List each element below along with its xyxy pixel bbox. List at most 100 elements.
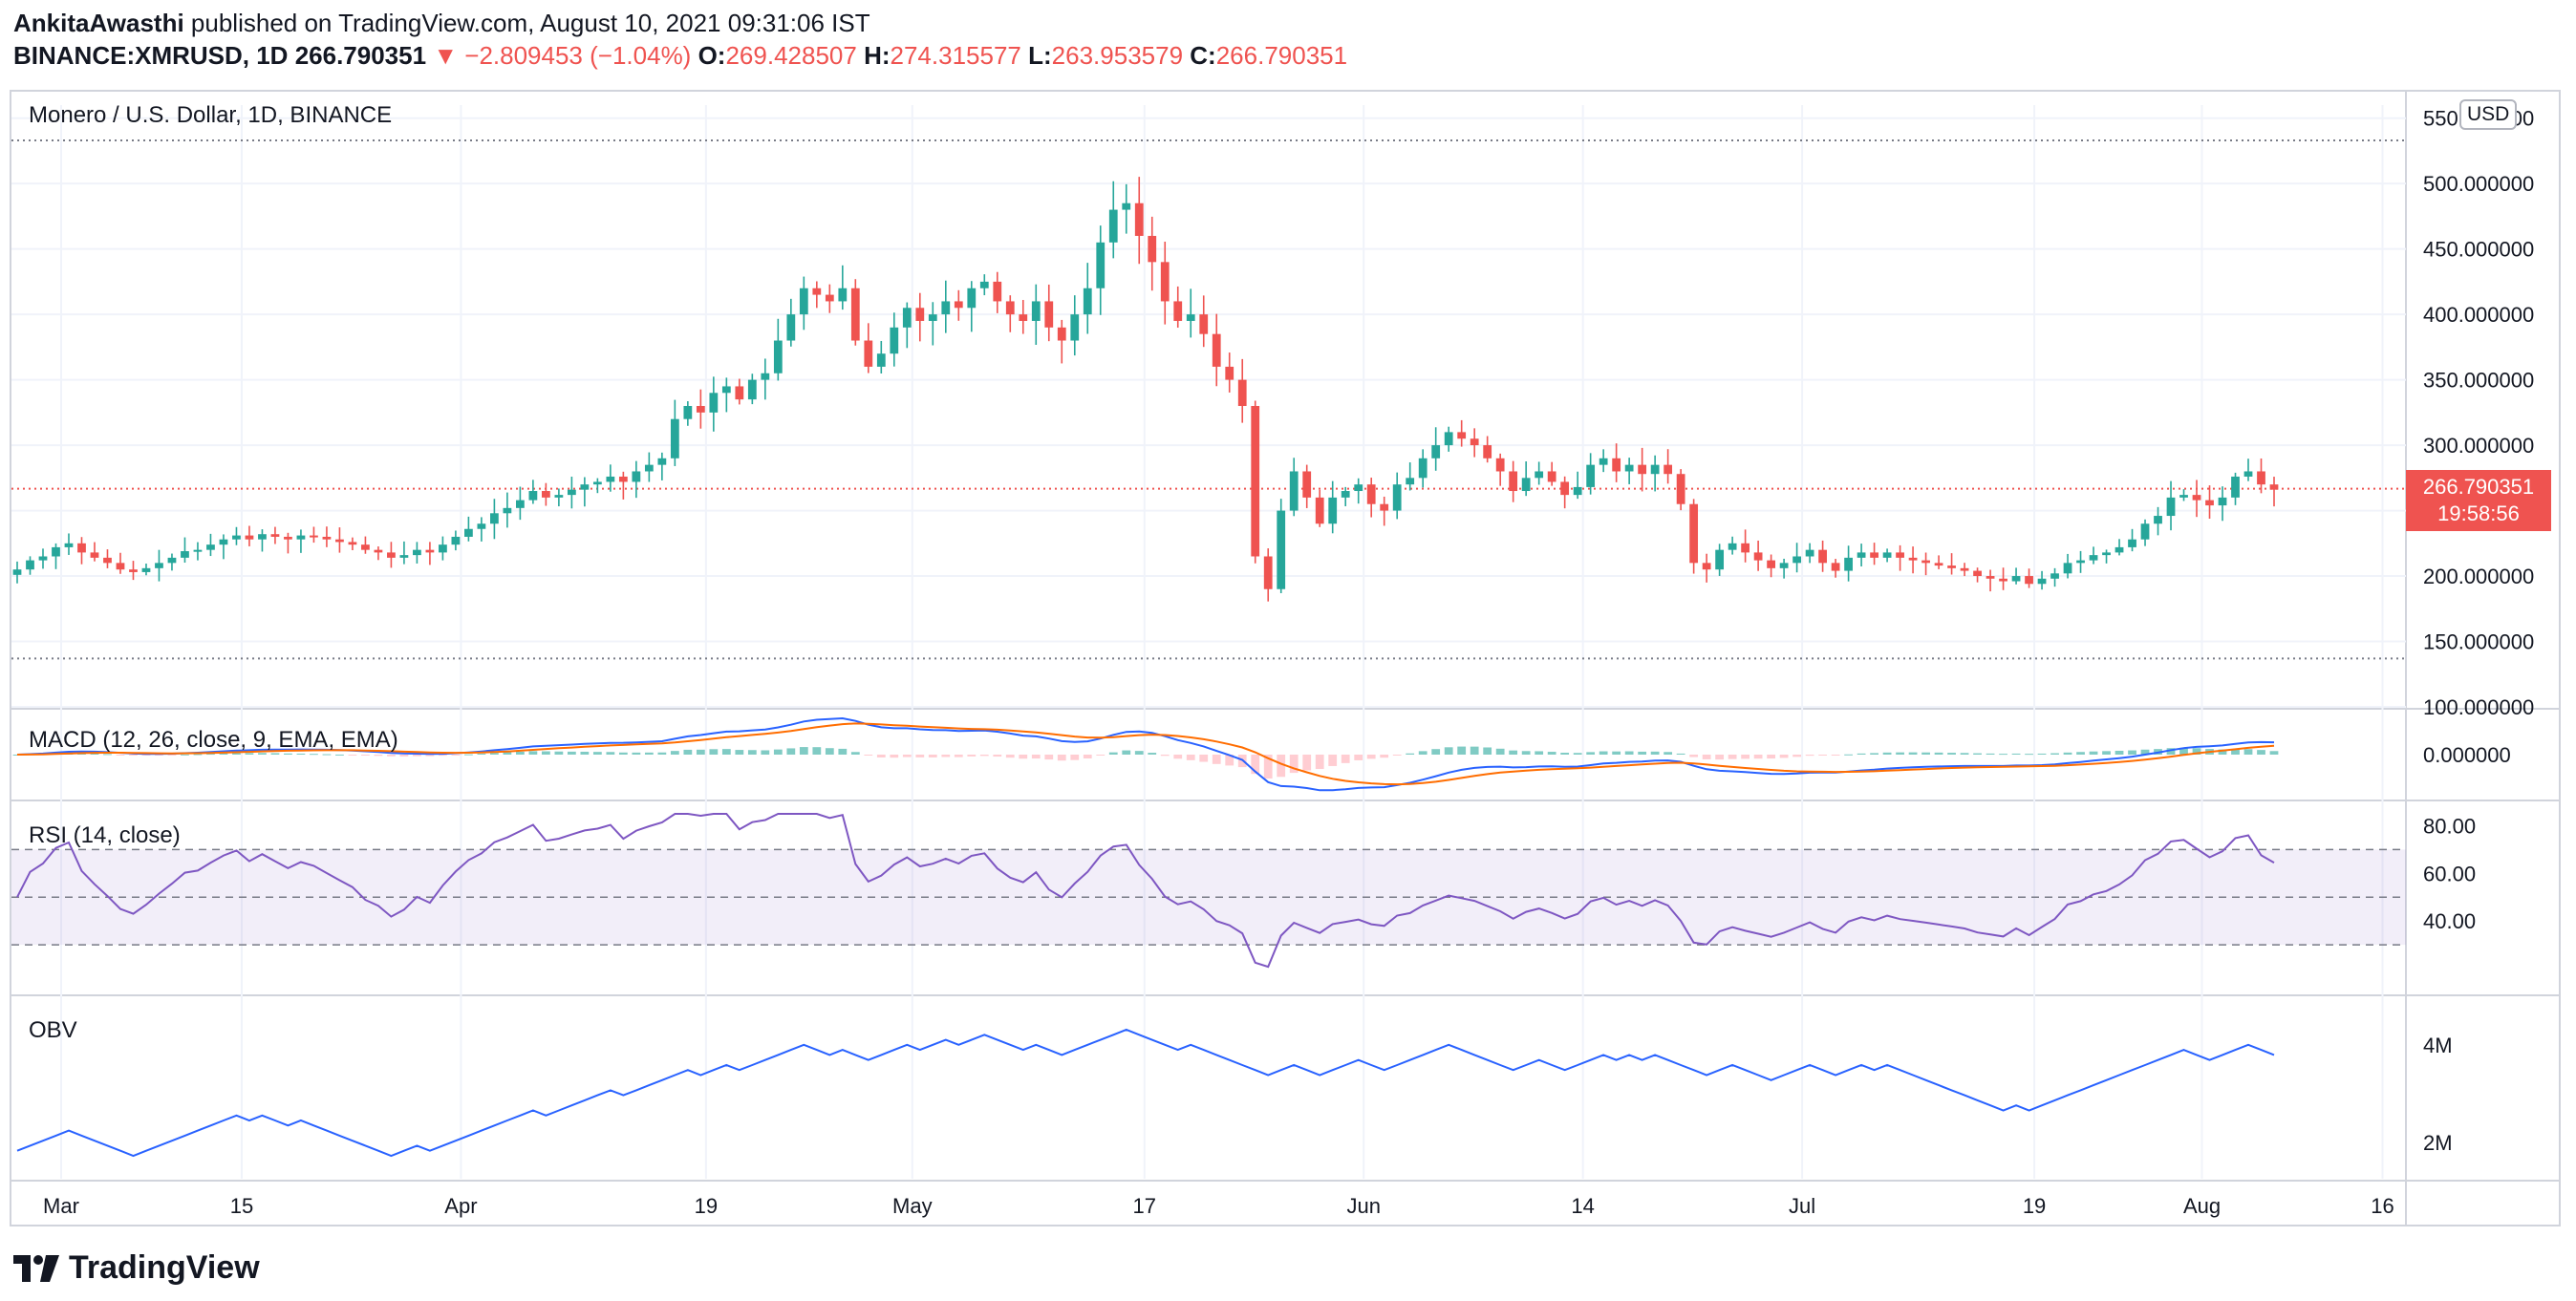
currency-badge[interactable]: USD <box>2459 99 2518 130</box>
open-value: 269.428507 <box>725 41 857 70</box>
candle-body <box>2269 484 2279 490</box>
candle-body <box>1328 497 1338 524</box>
candle-body <box>116 563 125 570</box>
candle-body <box>644 464 654 472</box>
candle-body <box>2140 523 2150 540</box>
candle-body <box>1366 484 1376 504</box>
symbol-label: BINANCE:XMRUSD, 1D <box>13 41 289 70</box>
candle-body <box>270 534 280 537</box>
high-label: H: <box>864 41 891 70</box>
obv-tick-label: 2M <box>2423 1131 2453 1155</box>
time-tick-label: May <box>892 1194 933 1218</box>
candle-body <box>296 535 306 540</box>
macd-histogram-bar <box>1792 755 1801 757</box>
candle-body <box>1689 503 1699 564</box>
macd-histogram-bar <box>2050 753 2059 755</box>
candle-body <box>1044 301 1054 328</box>
macd-histogram-bar <box>503 752 512 755</box>
candle-body <box>90 552 99 558</box>
macd-histogram-bar <box>425 755 435 757</box>
rsi-line <box>16 813 2275 969</box>
candle-body <box>1986 576 1995 579</box>
candle-body <box>632 471 641 482</box>
tradingview-logo[interactable]: TradingView <box>13 1249 260 1287</box>
author-name[interactable]: AnkitaAwasthi <box>13 9 184 37</box>
obv-line <box>16 1028 2275 1158</box>
candle-body <box>1535 471 1544 479</box>
macd-histogram-bar <box>1560 753 1570 755</box>
macd-histogram-bar <box>1676 753 1685 755</box>
macd-histogram-bar <box>618 752 628 755</box>
macd-histogram-bar <box>799 747 808 755</box>
candle-body <box>850 288 860 341</box>
open-label: O: <box>698 41 726 70</box>
obv-tick-label: 4M <box>2423 1034 2453 1057</box>
macd-histogram-bar <box>1431 749 1441 755</box>
macd-histogram-bar <box>1173 755 1183 759</box>
macd-histogram-bar <box>928 755 937 757</box>
obv-legend: OBV <box>29 1017 77 1043</box>
macd-histogram-bar <box>1019 755 1028 759</box>
macd-histogram-bar <box>451 755 461 756</box>
close-value: 266.790351 <box>1215 41 1348 70</box>
candle-body <box>1406 478 1415 485</box>
candle-body <box>155 563 163 568</box>
macd-histogram-bar <box>1057 755 1066 761</box>
candle-body <box>721 386 731 394</box>
macd-histogram-bar <box>709 749 719 755</box>
candle-body <box>1586 464 1596 487</box>
candle-body <box>1624 464 1634 472</box>
macd-histogram-bar <box>838 748 848 755</box>
time-tick-label: 15 <box>230 1194 253 1218</box>
candle-body <box>864 340 873 367</box>
macd-histogram-bar <box>1070 755 1080 760</box>
macd-histogram-bar <box>2076 752 2085 755</box>
macd-line <box>16 716 2275 792</box>
price-tick-label: 400.000000 <box>2423 303 2534 327</box>
macd-histogram-bar <box>1263 755 1273 779</box>
candle-body <box>1612 458 1621 472</box>
candle-body <box>915 308 925 321</box>
candle-body <box>606 476 615 482</box>
candle-body <box>12 569 22 575</box>
candle-body <box>799 288 808 315</box>
macd-histogram-bar <box>1044 755 1054 760</box>
macd-histogram-bar <box>825 748 834 755</box>
candle-body <box>657 458 667 465</box>
candle-body <box>812 288 822 295</box>
rsi-legend: RSI (14, close) <box>29 822 181 848</box>
macd-histogram-bar <box>322 754 332 756</box>
candle-body <box>1134 203 1144 236</box>
candle-body <box>1444 432 1453 446</box>
macd-histogram-bar <box>1134 751 1144 755</box>
price-tag-countdown: 19:58:56 <box>2437 501 2520 525</box>
macd-histogram-bar <box>1934 752 1943 755</box>
macd-histogram-bar <box>1999 754 2007 756</box>
low-value: 263.953579 <box>1051 41 1184 70</box>
macd-histogram-bar <box>1315 755 1324 770</box>
macd-histogram-bar <box>516 751 525 755</box>
candle-body <box>1908 557 1918 561</box>
macd-histogram-bar <box>1031 755 1041 759</box>
candle-body <box>77 543 86 553</box>
candle-body <box>902 308 912 328</box>
candle-body <box>1664 464 1673 475</box>
candle-body <box>1521 478 1531 492</box>
candle-body <box>825 294 834 302</box>
macd-histogram-bar <box>12 755 22 756</box>
candle-body <box>2231 476 2240 498</box>
macd-histogram-bar <box>670 751 679 755</box>
macd-histogram-bar <box>2179 747 2188 755</box>
macd-histogram-bar <box>1444 747 1453 755</box>
candle-body <box>761 373 770 380</box>
macd-histogram-bar <box>1277 755 1286 778</box>
candle-body <box>1263 556 1273 589</box>
macd-histogram-bar <box>167 755 177 756</box>
macd-histogram-bar <box>1302 755 1312 771</box>
candle-body <box>477 523 486 529</box>
macd-histogram-bar <box>876 755 886 757</box>
macd-histogram-bar <box>786 748 796 755</box>
macd-tick-label: 0.000000 <box>2423 743 2511 767</box>
macd-legend: MACD (12, 26, close, 9, EMA, EMA) <box>29 727 398 753</box>
